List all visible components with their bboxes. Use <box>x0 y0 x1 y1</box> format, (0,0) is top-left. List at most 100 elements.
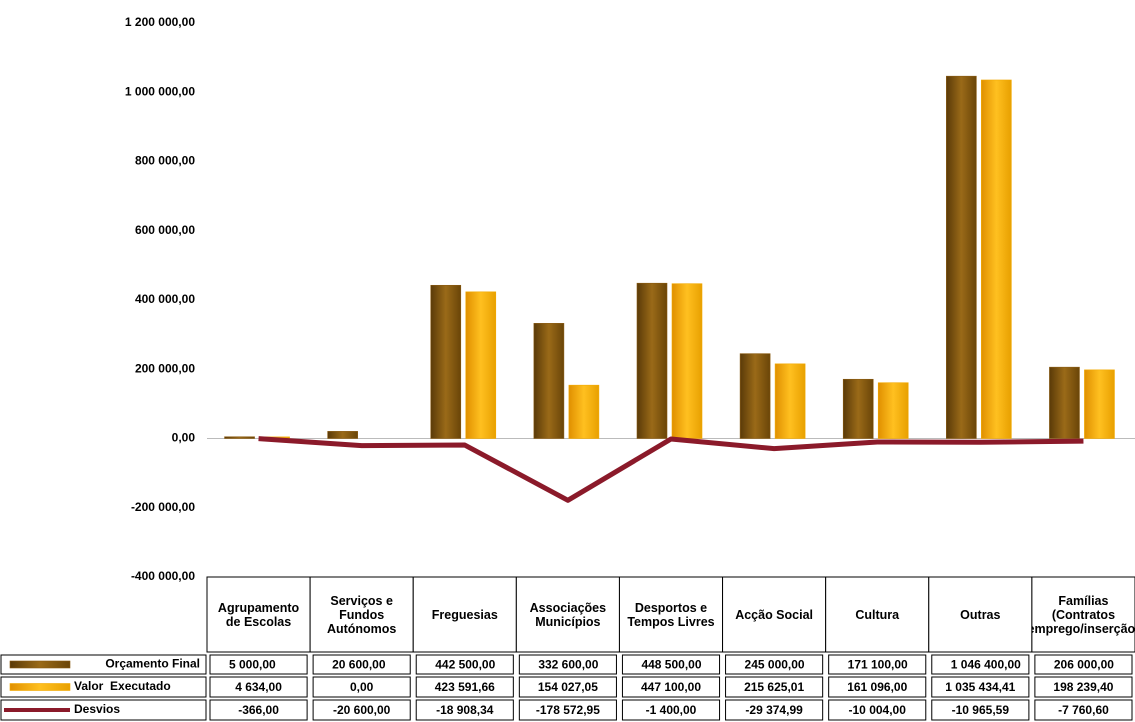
table-header-cell <box>722 576 827 653</box>
bar <box>671 283 703 439</box>
table-cell <box>312 654 411 675</box>
category-label: Cultura <box>855 607 900 622</box>
y-tick-label: 400 000,00 <box>135 292 195 306</box>
legend-label: Valor Executado <box>74 679 171 693</box>
table-value: 423 591,66 <box>435 680 495 694</box>
table-value: 171 100,00 <box>848 658 908 672</box>
y-tick-label: 200 000,00 <box>135 361 195 375</box>
bar <box>1049 366 1080 439</box>
table-header-cell <box>1031 576 1135 653</box>
bar <box>946 75 977 439</box>
table-cell <box>621 654 721 675</box>
table-value: 215 625,01 <box>744 680 804 694</box>
table-cell <box>312 676 411 698</box>
table-value: 332 600,00 <box>538 658 598 672</box>
table-cell <box>209 676 308 698</box>
table-value: -20 600,00 <box>333 703 391 717</box>
legend-cell <box>0 699 207 721</box>
table-cell <box>1034 676 1133 698</box>
category-label: Acção Social <box>735 607 814 622</box>
table-value: -7 760,60 <box>1058 703 1109 717</box>
table-value: 154 027,05 <box>538 680 598 694</box>
table-value: 245 000,00 <box>745 658 805 672</box>
bar <box>224 436 255 439</box>
table-cell <box>209 654 308 675</box>
legend-cell <box>0 676 207 698</box>
table-cell <box>1034 654 1133 675</box>
table-cell <box>415 699 514 721</box>
table-cell <box>518 676 617 698</box>
table-cell <box>415 654 514 675</box>
table-value: -10 004,00 <box>849 703 907 717</box>
bar <box>327 431 358 439</box>
y-tick-label: 1 200 000,00 <box>125 15 195 29</box>
table-cell <box>931 676 1030 698</box>
table-header: Desportos e Tempos Livres <box>627 600 715 629</box>
legend-cell <box>0 654 207 675</box>
table-value: 447 100,00 <box>641 680 701 694</box>
table-value: 442 500,00 <box>435 658 495 672</box>
table-cell <box>725 699 824 721</box>
table-cell <box>518 699 617 721</box>
table-header-cell <box>206 576 311 653</box>
table-header: Acção Social <box>735 607 814 622</box>
table-header: Associações Municípios <box>529 600 607 629</box>
bar <box>774 363 806 439</box>
table-cell <box>725 654 824 675</box>
legend-swatch <box>9 683 71 691</box>
table-header-cell <box>515 576 620 653</box>
bar <box>568 384 600 439</box>
category-label: Freguesias <box>431 607 498 622</box>
bar <box>465 291 497 439</box>
table-value: -29 374,99 <box>745 703 803 717</box>
table-cell <box>828 654 927 675</box>
bar <box>533 323 565 439</box>
table-cell <box>1034 699 1133 721</box>
table-value: 206 000,00 <box>1054 658 1114 672</box>
table-value: 1 046 400,00 <box>951 658 1021 672</box>
category-label: Desportos e Tempos Livres <box>627 600 715 629</box>
line-series <box>258 436 1084 503</box>
table-value: 4 634,00 <box>235 680 282 694</box>
table-value: 448 500,00 <box>641 658 701 672</box>
table-header: Agrupamento de Escolas <box>218 601 299 629</box>
table-cell <box>312 699 411 721</box>
table-cell <box>931 654 1030 675</box>
table-value: 5 000,00 <box>229 658 276 672</box>
table-value: -1 400,00 <box>646 703 697 717</box>
table-header-cell <box>309 576 414 653</box>
table-header: Cultura <box>855 607 900 622</box>
legend-swatch <box>9 660 71 669</box>
legend-label: Desvios <box>74 702 120 716</box>
y-tick-label: 0,00 <box>172 431 196 445</box>
bar <box>636 282 668 439</box>
table-cell <box>415 676 514 698</box>
bar <box>739 353 771 439</box>
table-header: Freguesias <box>431 607 498 622</box>
bar <box>877 382 909 439</box>
table-header: Outras <box>960 608 1000 622</box>
table-header-cell <box>618 576 724 653</box>
table-value: -18 908,34 <box>436 703 494 717</box>
bar <box>981 79 1012 439</box>
table-header: Famílias (Contratos emprego/inserção) <box>1031 593 1135 636</box>
table-cell <box>621 676 721 698</box>
table-value: 161 096,00 <box>847 680 907 694</box>
table-header: Serviços e Fundos Autónomos <box>326 593 397 636</box>
table-value: -178 572,95 <box>536 703 600 717</box>
table-value: -366,00 <box>238 703 279 717</box>
category-label: Associações Municípios <box>529 600 607 629</box>
bar <box>842 378 874 439</box>
table-value: 0,00 <box>350 680 374 694</box>
legend-label: Orçamento Final <box>105 657 200 671</box>
table-cell <box>725 676 824 698</box>
table-value: 198 239,40 <box>1053 680 1113 694</box>
table-cell <box>209 699 308 721</box>
category-label: Serviços e Fundos Autónomos <box>326 593 397 636</box>
table-header-cell <box>412 576 517 653</box>
table-value: 1 035 434,41 <box>945 680 1015 694</box>
table-cell <box>518 654 617 675</box>
y-tick-label: 1 000 000,00 <box>125 84 195 98</box>
category-label: Famílias (Contratos emprego/inserção) <box>1031 593 1135 636</box>
